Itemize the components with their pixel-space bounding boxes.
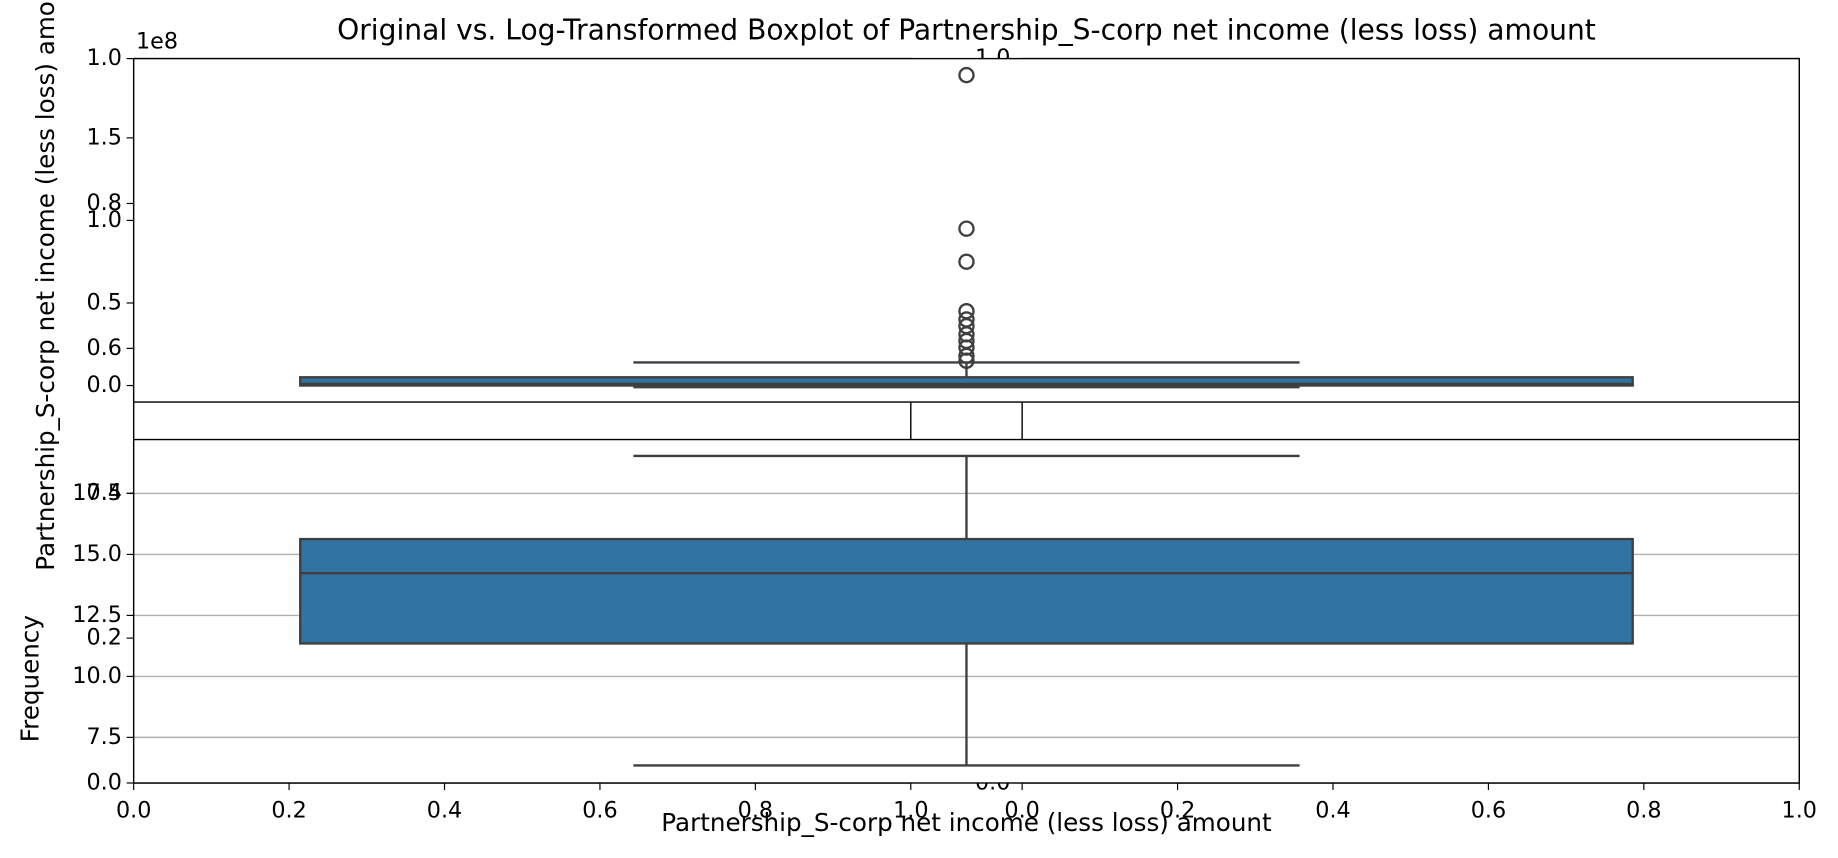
axes-background: [133, 58, 1800, 403]
y-tick-label: 0.4: [87, 480, 122, 506]
y-tick-label: 0.0: [87, 372, 122, 398]
box: [299, 376, 1634, 387]
y-tick-label: 1.5: [87, 124, 122, 150]
y-axis-label: Partnership_S-corp net income (less loss…: [31, 0, 60, 571]
y-tick-label: 0.8: [87, 190, 122, 216]
x-tick-label: 0.0: [116, 798, 151, 824]
y-tick-label: 10.0: [72, 663, 122, 689]
axes-frame: [132, 438, 1800, 784]
x-tick-label: 0.8: [1626, 798, 1661, 824]
x-axis-label: Partnership_S-corp net income (less loss…: [661, 808, 1272, 837]
y-tick-label: 17.5: [72, 480, 122, 506]
x-tick-label: 0.0: [1004, 798, 1039, 824]
outlier: [958, 352, 975, 369]
y-tick-label: 7.5: [87, 724, 122, 750]
y-tick-label: 0.2: [87, 625, 122, 651]
x-tick-label: 0.6: [582, 798, 617, 824]
x-tick-label: 0.4: [1315, 798, 1350, 824]
y-tick-label: 15.0: [72, 541, 122, 567]
outlier: [958, 220, 975, 237]
chart-title: Original vs. Log-Transformed Boxplot of …: [337, 14, 1596, 47]
y-tick-label: 1.0: [87, 207, 122, 233]
axes-frame: [132, 57, 1800, 403]
y-tick-label: 12.5: [72, 602, 122, 628]
y-tick-label: 0.6: [87, 335, 122, 361]
x-tick-label: 1.0: [893, 798, 928, 824]
y-axis-label: Frequency: [16, 615, 45, 742]
x-tick-label: 0.2: [1160, 798, 1195, 824]
axis-offset: 1e8: [136, 29, 178, 55]
y-tick-label: 0.5: [87, 289, 122, 315]
box: [299, 537, 1634, 645]
outlier: [958, 66, 975, 84]
y-tick-label: 0.0: [87, 769, 122, 795]
outlier: [958, 347, 975, 365]
x-tick-label: 0.4: [427, 798, 462, 824]
y-tick-label: 1.0: [87, 45, 122, 71]
x-tick-label: 0.8: [738, 798, 773, 824]
x-tick-label: 0.6: [1471, 798, 1506, 824]
x-tick-label: 0.2: [271, 798, 306, 824]
outlier: [958, 253, 975, 270]
x-tick-label: 1.0: [1782, 798, 1817, 824]
